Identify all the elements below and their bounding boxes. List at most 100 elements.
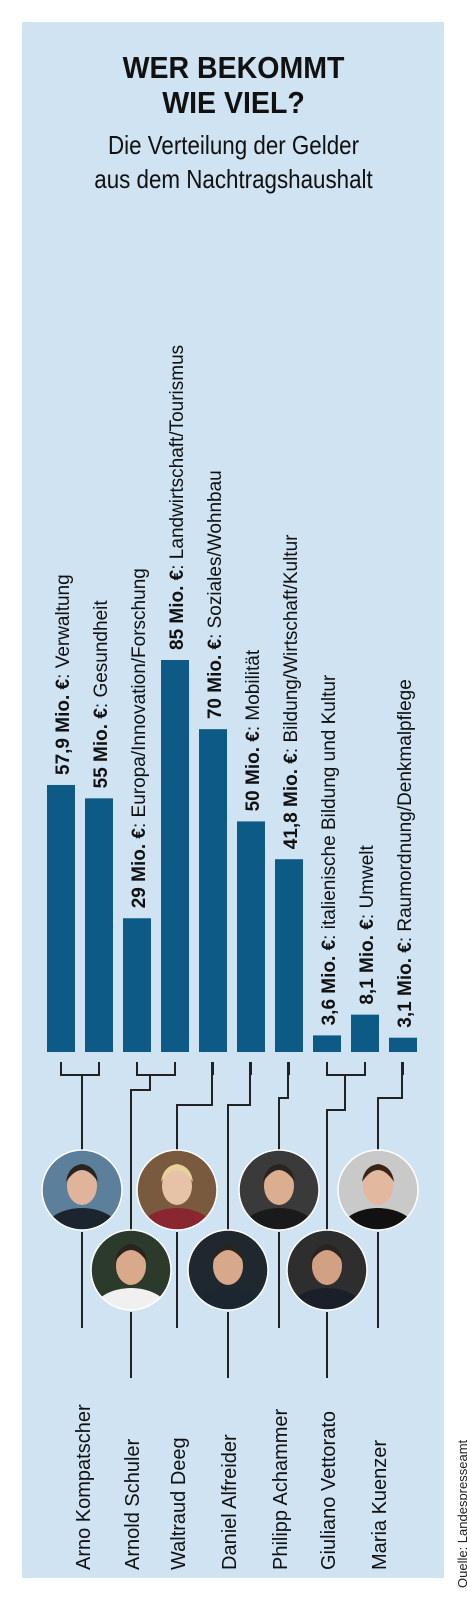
bar-verwaltung <box>47 784 75 1052</box>
bar-category-label: : Europa/Innovation/Forschung <box>129 568 150 828</box>
bar-category-label: : Gesundheit <box>91 600 112 708</box>
bar-soziales-wohnbau <box>199 729 227 1052</box>
connector-arnold-schuler <box>130 1075 151 1230</box>
bar-value-label: 70 Mio. € <box>205 638 226 719</box>
avatar-photo <box>137 1150 217 1230</box>
bar-label-europa-innovation-forschung: 29 Mio. €: Europa/Innovation/Forschung <box>129 568 150 908</box>
avatar-photo <box>91 1230 171 1310</box>
avatar-face <box>67 1167 97 1205</box>
bracket-arnold-schuler <box>136 1062 176 1076</box>
avatar-hair <box>161 1164 193 1182</box>
avatar-ring <box>90 1229 172 1311</box>
avatar-photo <box>287 1230 367 1310</box>
avatar-ring <box>238 1149 320 1231</box>
bar-label-gesundheit: 55 Mio. €: Gesundheit <box>91 600 112 789</box>
bar-mobilit-t <box>237 821 265 1052</box>
bar-europa-innovation-forschung <box>123 918 151 1052</box>
bar-value-label: 3,1 Mio. € <box>395 942 416 1028</box>
bar-category-label: : Mobilität <box>243 649 264 731</box>
chart-title: WER BEKOMMT WIE VIEL? <box>0 50 467 120</box>
bar-label-umwelt: 8,1 Mio. €: Umwelt <box>357 844 378 1004</box>
person-name-waltraud-deeg: Waltraud Deeg <box>168 1437 190 1570</box>
bar-value-label: 55 Mio. € <box>91 708 112 789</box>
bar-label-raumordnung-denkmalpflege: 3,1 Mio. €: Raumordnung/Denkmalpflege <box>395 679 416 1028</box>
avatar-ring <box>187 1229 269 1311</box>
avatar-face <box>162 1167 192 1205</box>
source-note: Quelle: Landespresseamt <box>455 1439 467 1588</box>
bar-value-label: 3,6 Mio. € <box>319 939 340 1025</box>
bar-value-label: 57,9 Mio. € <box>53 678 74 775</box>
avatar-ring <box>41 1149 123 1231</box>
avatar-giuliano-vettorato <box>286 1229 368 1311</box>
bar-bildung-wirtschaft-kultur <box>275 859 303 1052</box>
connector-giuliano-vettorato <box>326 1075 346 1230</box>
bar-label-mobilit-t: 50 Mio. €: Mobilität <box>243 649 264 811</box>
bar-italienische-bildung-und-kultur <box>313 1035 341 1052</box>
bar-category-label: : Landwirtschaft/Tourismus <box>167 345 188 570</box>
bar-label-bildung-wirtschaft-kultur: 41,8 Mio. €: Bildung/Wirtschaft/Kultur <box>281 534 302 849</box>
avatar-arnold-schuler <box>90 1229 172 1311</box>
bar-umwelt <box>351 1014 379 1052</box>
bar-value-label: 8,1 Mio. € <box>357 919 378 1005</box>
avatar-shoulders <box>190 1288 266 1310</box>
connector-philipp-achammer <box>278 1062 289 1150</box>
avatar-shoulders <box>289 1288 365 1310</box>
bar-category-label: : Umwelt <box>357 844 378 919</box>
bar-value-label: 41,8 Mio. € <box>281 753 302 850</box>
avatar-ring <box>136 1149 218 1231</box>
bar-value-label: 85 Mio. € <box>167 569 188 650</box>
bracket-arno-kompatscher <box>60 1062 100 1076</box>
connector-waltraud-deeg <box>176 1062 213 1150</box>
avatar-philipp-achammer <box>238 1149 320 1231</box>
person-name-daniel-alfreider: Daniel Alfreider <box>219 1434 241 1570</box>
bar-value-label: 29 Mio. € <box>129 828 150 909</box>
avatar-hair <box>66 1164 98 1182</box>
avatar-hair <box>212 1244 244 1262</box>
connector-maria-kuenzer <box>377 1062 403 1150</box>
avatar-face <box>213 1247 243 1285</box>
chart-title-line-1: WER BEKOMMT <box>122 50 345 85</box>
avatar-face <box>264 1167 294 1205</box>
bar-category-label: : italienische Bildung und Kultur <box>319 674 340 940</box>
person-name-arno-kompatscher: Arno Kompatscher <box>73 1404 95 1570</box>
avatar-hair <box>362 1164 394 1182</box>
avatar-maria-kuenzer <box>337 1149 419 1231</box>
bar-label-landwirtschaft-tourismus: 85 Mio. €: Landwirtschaft/Tourismus <box>167 345 188 650</box>
avatar-daniel-alfreider <box>187 1229 269 1311</box>
chart-subtitle-line-1: Die Verteilung der Gelder <box>107 130 360 160</box>
avatar-shoulders <box>139 1208 215 1230</box>
avatar-ring <box>286 1229 368 1311</box>
avatar-hair <box>115 1244 147 1262</box>
chart-subtitle-line-2: aus dem Nachtragshaushalt <box>94 164 373 194</box>
avatar-photo <box>188 1230 268 1310</box>
avatar-ring <box>337 1149 419 1231</box>
avatar-photo <box>338 1150 418 1230</box>
avatar-shoulders <box>44 1208 120 1230</box>
avatar-face <box>116 1247 146 1285</box>
person-name-maria-kuenzer: Maria Kuenzer <box>369 1440 391 1570</box>
avatar-shoulders <box>241 1208 317 1230</box>
person-name-philipp-achammer: Philipp Achammer <box>270 1408 292 1570</box>
avatar-arno-kompatscher <box>41 1149 123 1231</box>
bar-category-label: : Bildung/Wirtschaft/Kultur <box>281 534 302 753</box>
bar-label-soziales-wohnbau: 70 Mio. €: Soziales/Wohnbau <box>205 470 226 719</box>
bar-label-italienische-bildung-und-kultur: 3,6 Mio. €: italienische Bildung und Kul… <box>319 674 340 1025</box>
person-name-giuliano-vettorato: Giuliano Vettorato <box>318 1411 340 1570</box>
avatar-face <box>312 1247 342 1285</box>
bar-raumordnung-denkmalpflege <box>389 1037 417 1052</box>
bracket-giuliano-vettorato <box>326 1062 366 1076</box>
bar-landwirtschaft-tourismus <box>161 660 189 1052</box>
person-name-arnold-schuler: Arnold Schuler <box>122 1438 144 1570</box>
avatar-hair <box>263 1164 295 1182</box>
avatar-shoulders <box>93 1288 169 1310</box>
bar-label-verwaltung: 57,9 Mio. €: Verwaltung <box>53 574 74 775</box>
avatar-waltraud-deeg <box>136 1149 218 1231</box>
bar-category-label: : Raumordnung/Denkmalpflege <box>395 679 416 942</box>
chart-title-line-2: WIE VIEL? <box>162 85 305 120</box>
bar-value-label: 50 Mio. € <box>243 731 264 812</box>
bar-category-label: : Soziales/Wohnbau <box>205 470 226 639</box>
avatar-hair <box>311 1244 343 1262</box>
avatar-shoulders <box>340 1208 416 1230</box>
bar-category-label: : Verwaltung <box>53 574 74 679</box>
